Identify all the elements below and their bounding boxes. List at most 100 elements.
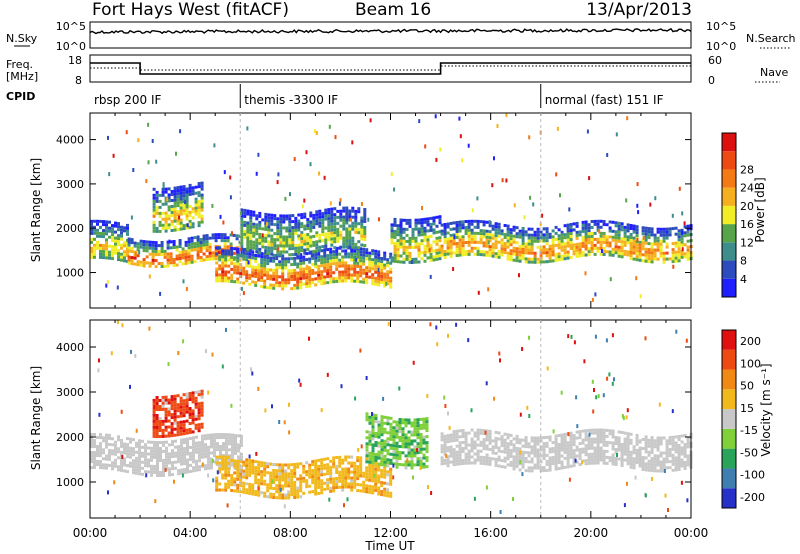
heat-cell: [593, 449, 597, 453]
heat-cell: [194, 203, 198, 207]
heat-cell: [587, 247, 591, 251]
heat-cell: [160, 262, 164, 265]
heat-cell: [578, 457, 582, 461]
heat-cell: [458, 444, 462, 448]
heat-cell: [189, 454, 192, 458]
heat-cell: [195, 459, 198, 463]
heat-cell: [192, 469, 195, 473]
heat-cell: [249, 231, 253, 235]
heat-cell: [224, 476, 228, 480]
heat-cell: [479, 232, 483, 236]
heat-cell: [191, 418, 195, 422]
heat-cell: [344, 467, 348, 471]
heat-cell: [389, 473, 393, 477]
heat-cell: [665, 251, 669, 255]
heat-cell: [303, 233, 307, 237]
heat-cell: [123, 442, 126, 446]
heat-cell: [156, 450, 159, 453]
heat-cell: [488, 254, 492, 258]
heat-cell: [518, 235, 522, 239]
heat-cell: [584, 229, 588, 233]
heat-cell: [476, 437, 480, 441]
heat-cell: [330, 243, 334, 247]
heat-cell: [566, 253, 570, 257]
heat-cell: [257, 472, 261, 476]
nsky-trace: [89, 27, 692, 35]
heat-cell: [117, 237, 120, 241]
heat-cell: [458, 453, 462, 457]
heat-cell: [190, 248, 194, 252]
y-tick-label: 1000: [56, 267, 84, 280]
heat-cell: [200, 395, 204, 399]
colorbar-tick-label: 28: [740, 163, 754, 176]
heat-cell: [503, 441, 507, 445]
heat-cell: [497, 222, 501, 226]
heat-cell: [167, 196, 171, 200]
heat-cell: [252, 246, 256, 250]
heat-cell: [557, 255, 561, 259]
heat-cell: [249, 246, 253, 250]
heat-cell: [152, 413, 156, 417]
heat-cell: [144, 446, 147, 450]
heat-cell: [138, 469, 141, 473]
heat-cell: [263, 464, 267, 468]
heat-cell: [605, 434, 609, 438]
heat-cell: [238, 234, 242, 238]
heat-cell: [278, 263, 282, 267]
heat-cell: [320, 458, 324, 462]
heat-cell: [473, 461, 477, 465]
heat-cell: [294, 219, 298, 223]
heat-cell: [333, 228, 337, 232]
heat-cell: [360, 222, 364, 226]
heat-cell: [625, 198, 628, 203]
heat-cell: [205, 246, 209, 250]
heat-cell: [347, 276, 351, 280]
heat-cell: [674, 468, 678, 472]
heat-cell: [416, 433, 420, 437]
heat-cell: [230, 279, 234, 283]
heat-cell: [110, 351, 113, 356]
heat-cell: [581, 238, 585, 242]
heat-cell: [345, 221, 349, 225]
heat-cell: [665, 448, 669, 452]
heat-cell: [533, 451, 537, 455]
heat-cell: [395, 423, 399, 427]
heat-cell: [344, 485, 348, 489]
heat-cell: [258, 211, 262, 215]
heat-cell: [248, 454, 251, 459]
heat-cell: [548, 468, 552, 472]
heat-cell: [435, 242, 439, 246]
heat-cell: [179, 224, 183, 228]
heat-cell: [443, 253, 447, 256]
heat-cell: [410, 463, 414, 467]
heat-cell: [102, 244, 105, 248]
heat-cell: [133, 256, 137, 260]
heat-cell: [255, 250, 259, 254]
colorbar-swatch: [722, 260, 736, 279]
heat-cell: [443, 256, 447, 259]
heat-cell: [176, 222, 180, 226]
heat-cell: [108, 226, 111, 230]
heat-cell: [671, 453, 675, 457]
heat-cell: [638, 455, 642, 459]
heat-cell: [114, 452, 117, 456]
heat-cell: [506, 254, 510, 258]
heat-cell: [151, 240, 155, 244]
heat-cell: [471, 208, 474, 213]
heat-cell: [371, 279, 375, 283]
heat-cell: [461, 158, 464, 163]
heat-cell: [536, 457, 540, 461]
heat-cell: [329, 274, 333, 278]
heat-cell: [344, 249, 348, 253]
heat-cell: [398, 451, 402, 454]
heat-cell: [455, 233, 459, 236]
heat-cell: [653, 442, 657, 446]
heat-cell: [359, 489, 363, 493]
heat-cell: [137, 138, 140, 143]
heat-cell: [374, 485, 378, 489]
heat-cell: [572, 449, 576, 453]
heat-cell: [272, 274, 276, 278]
heat-cell: [435, 248, 439, 252]
heat-cell: [458, 244, 462, 248]
heat-cell: [96, 460, 99, 463]
